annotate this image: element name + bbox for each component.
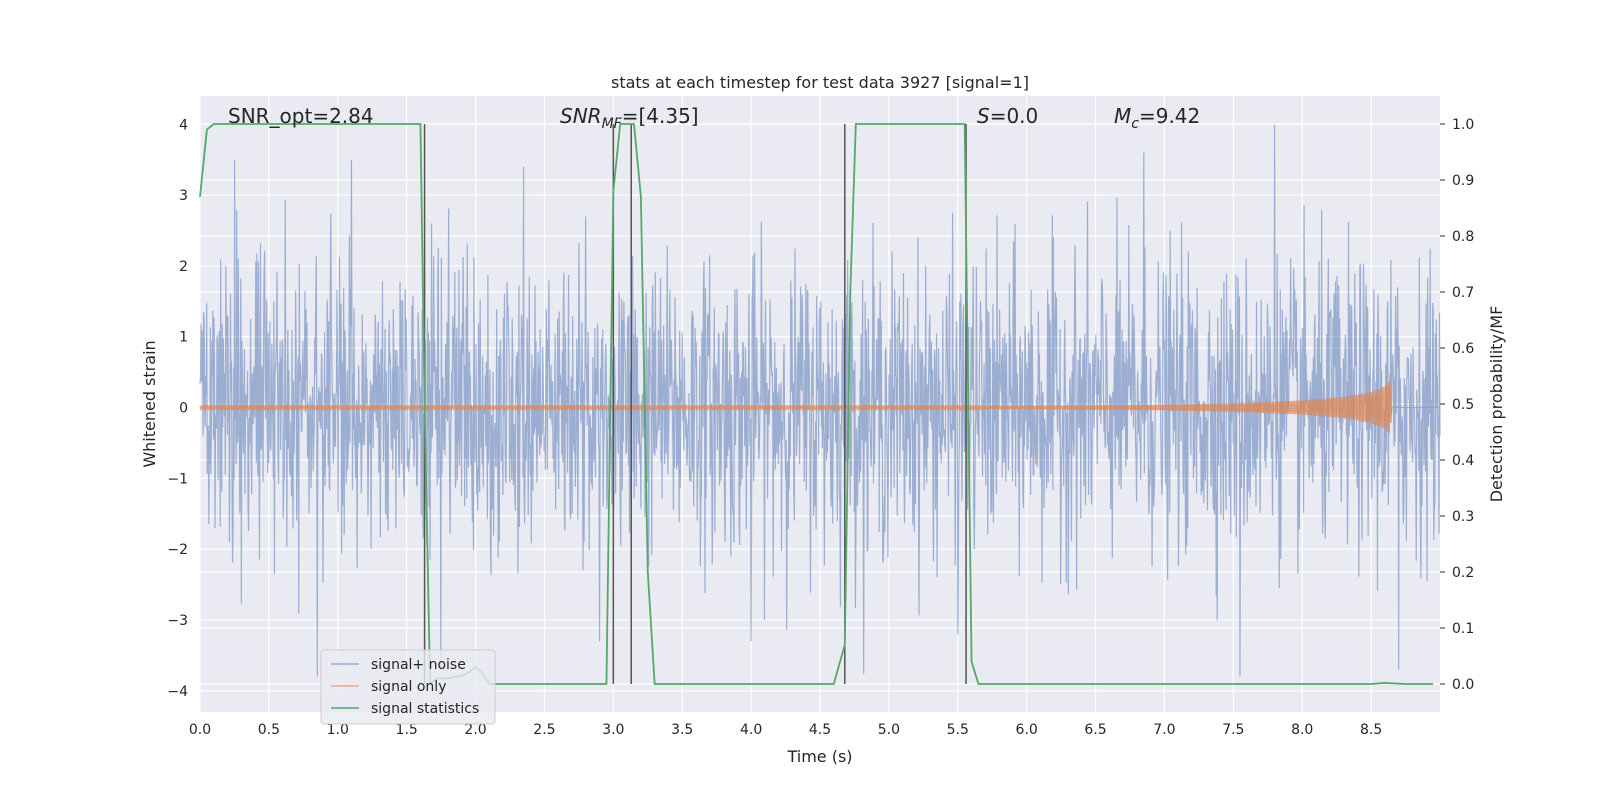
x-tick-label: 5.0 [878, 722, 900, 738]
x-tick-label: 4.0 [740, 722, 762, 738]
annotation-mc-subscript: c [1131, 116, 1139, 132]
y-tick-label-right: 0.4 [1452, 453, 1474, 469]
annotation-snr-mf: SNRMF=[4.35] [560, 104, 699, 132]
y-tick-label-right: 0.8 [1452, 229, 1474, 245]
legend-label-noise: signal+ noise [371, 657, 466, 673]
y-tick-label-right: 0.3 [1452, 509, 1474, 525]
y-tick-label-right: 0.1 [1452, 621, 1474, 637]
legend-box [320, 649, 496, 725]
signal-statistics-series [199, 123, 1434, 686]
y-tick-label-left: −4 [167, 684, 188, 700]
y-tick-label-left: 2 [179, 259, 188, 275]
chart-title: stats at each timestep for test data 392… [611, 73, 1029, 92]
x-tick-label: 6.5 [1084, 722, 1106, 738]
x-tick-label: 1.0 [327, 722, 349, 738]
annotation-s-value: =0.0 [990, 104, 1039, 128]
legend-label-stats: signal statistics [371, 701, 479, 717]
x-tick-label: 2.0 [464, 722, 486, 738]
y-tick-label-right: 0.0 [1452, 677, 1474, 693]
annotation-snr-mf-value: =[4.35] [622, 104, 699, 128]
annotation-s-symbol: S [977, 104, 990, 128]
signal-only-line [199, 380, 1440, 434]
x-tick-label: 1.5 [396, 722, 418, 738]
y-tick-label-left: 0 [179, 401, 188, 417]
y-tick-label-left: −1 [167, 471, 188, 487]
x-tick-label: 7.0 [1153, 722, 1175, 738]
y-tick-label-left: 4 [179, 117, 188, 133]
x-tick-label: 4.5 [809, 722, 831, 738]
y-tick-label-left: −2 [167, 542, 188, 558]
annotation-snr-mf-symbol: SNR [560, 104, 602, 128]
x-tick-label: 6.0 [1016, 722, 1038, 738]
y-tick-label-right: 0.2 [1452, 565, 1474, 581]
y-axis-label-left: Whitened strain [140, 340, 159, 467]
annotation-mc-value: =9.42 [1139, 104, 1200, 128]
x-tick-label: 8.5 [1360, 722, 1382, 738]
x-tick-label: 8.0 [1291, 722, 1313, 738]
x-tick-label: 3.0 [602, 722, 624, 738]
x-tick-label: 0.0 [189, 722, 211, 738]
legend-label-signal: signal only [371, 679, 446, 695]
y-tick-label-right: 0.6 [1452, 341, 1474, 357]
annotation-snr-opt: SNR_opt=2.84 [228, 104, 374, 128]
y-tick-label-left: −3 [167, 613, 188, 629]
annotation-mc-symbol: M [1114, 104, 1131, 128]
legend: signal+ noise signal only signal statist… [320, 649, 496, 725]
y-axis-label-right: Detection probability/MF [1487, 306, 1506, 503]
y-tick-label-right: 0.7 [1452, 285, 1474, 301]
y-tick-label-left: 1 [179, 330, 188, 346]
annotation-snr-mf-subscript: MF [602, 116, 623, 132]
y-tick-label-left: 3 [179, 188, 188, 204]
x-tick-label: 2.5 [533, 722, 555, 738]
tick-labels: 0.0 0.5 1.0 1.5 2.0 2.5 3.0 3.5 4.0 4.5 5.0 5.5 6.0 6… [167, 117, 1474, 738]
annotation-mc: Mc=9.42 [1114, 104, 1200, 132]
signal-noise-series [199, 124, 1441, 677]
x-tick-label: 0.5 [258, 722, 280, 738]
signal-noise-line [199, 124, 1441, 677]
x-tick-label: 5.5 [947, 722, 969, 738]
x-axis-label: Time (s) [786, 747, 852, 766]
signal-only-series [199, 380, 1440, 434]
x-tick-label: 3.5 [671, 722, 693, 738]
y-tick-label-right: 0.9 [1452, 173, 1474, 189]
y-tick-label-right: 1.0 [1452, 117, 1474, 133]
x-tick-label: 7.5 [1222, 722, 1244, 738]
y-tick-label-right: 0.5 [1452, 397, 1474, 413]
annotation-s: S=0.0 [977, 104, 1038, 128]
signal-statistics-line [199, 123, 1434, 686]
